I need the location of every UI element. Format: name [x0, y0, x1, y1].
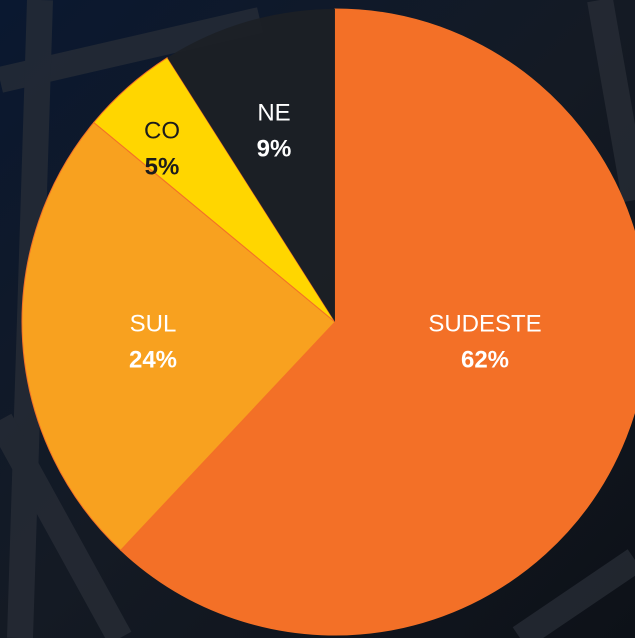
slice-value-label: 24%	[129, 346, 177, 373]
pie-slice	[93, 57, 336, 323]
slice-category: CO	[144, 117, 180, 144]
slice-category: SUDESTE	[428, 310, 541, 337]
slice-category: NE	[257, 99, 290, 126]
pie-slice	[21, 121, 336, 551]
slice-value-label: 5%	[145, 153, 180, 180]
pie-slice	[167, 9, 335, 322]
slice-category: SUL	[130, 310, 177, 337]
slice-value-label: 62%	[461, 346, 509, 373]
pie: SUDESTE 62% SUL 24% CO 5% NE 9%	[21, 8, 635, 636]
slice-value-label: 9%	[257, 135, 292, 162]
pie-slice	[120, 8, 635, 636]
